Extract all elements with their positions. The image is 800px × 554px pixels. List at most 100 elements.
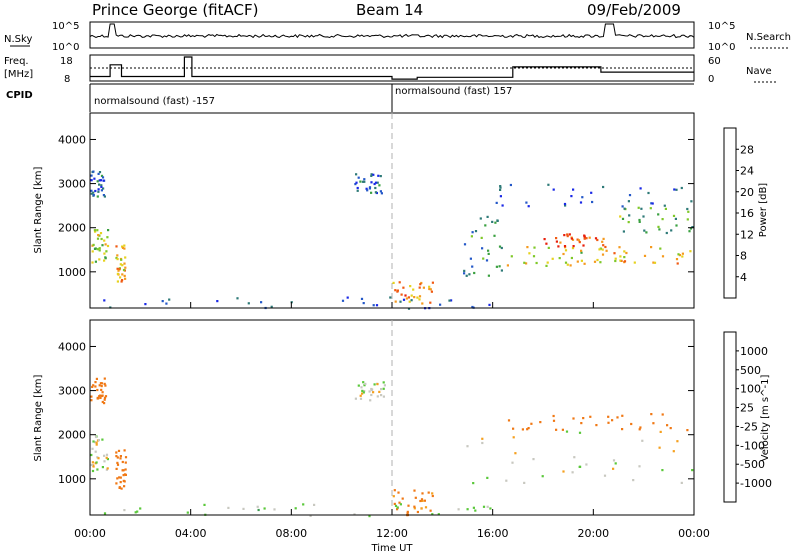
data-cell bbox=[528, 252, 531, 255]
data-cell bbox=[623, 207, 626, 210]
data-cell bbox=[545, 242, 548, 245]
data-cell bbox=[601, 253, 605, 256]
data-cell bbox=[564, 246, 567, 249]
data-cell bbox=[423, 499, 426, 502]
data-cell bbox=[370, 181, 373, 184]
data-cell bbox=[94, 230, 97, 233]
data-cell bbox=[382, 381, 385, 384]
data-cell bbox=[670, 229, 673, 232]
data-cell bbox=[380, 394, 383, 397]
data-cell bbox=[97, 172, 100, 175]
data-cell bbox=[257, 508, 260, 512]
data-cell bbox=[545, 264, 548, 267]
velocity-colorbar-label: Velocity [m s^-1] bbox=[760, 375, 771, 462]
data-cell bbox=[302, 503, 305, 506]
data-cell bbox=[392, 495, 395, 498]
data-cell bbox=[651, 202, 654, 205]
power-panel: 4000 3000 2000 1000 Slant Range [km] 28 24 20… bbox=[33, 112, 769, 310]
data-cell bbox=[363, 384, 366, 387]
data-cell bbox=[116, 280, 119, 283]
data-cell bbox=[500, 269, 503, 272]
data-cell bbox=[413, 505, 416, 508]
data-cell bbox=[637, 206, 640, 209]
data-cell bbox=[99, 396, 102, 399]
data-cell bbox=[535, 261, 538, 265]
data-cell bbox=[361, 389, 364, 392]
data-cell bbox=[594, 237, 598, 240]
data-cell bbox=[614, 259, 617, 263]
data-cell bbox=[499, 195, 502, 198]
data-cell bbox=[681, 252, 684, 255]
data-cell bbox=[373, 182, 376, 186]
data-cell bbox=[431, 513, 434, 516]
data-cell bbox=[562, 470, 565, 473]
data-cell bbox=[91, 385, 94, 388]
data-cell bbox=[686, 429, 689, 432]
data-cell bbox=[652, 261, 655, 264]
data-cell bbox=[362, 302, 365, 305]
data-cell bbox=[487, 249, 490, 252]
data-cell bbox=[555, 237, 558, 240]
data-cell bbox=[96, 229, 99, 232]
data-cell bbox=[487, 252, 490, 255]
data-cell bbox=[616, 416, 619, 419]
data-cell bbox=[572, 188, 575, 191]
data-cell bbox=[242, 507, 245, 510]
data-cell bbox=[428, 285, 431, 288]
data-cell bbox=[103, 377, 106, 380]
data-cell bbox=[650, 413, 653, 416]
data-cell bbox=[119, 455, 122, 458]
data-cell bbox=[640, 207, 643, 210]
data-cell bbox=[642, 215, 645, 218]
data-cell bbox=[123, 244, 126, 247]
data-cell bbox=[601, 248, 604, 251]
data-cell bbox=[97, 188, 100, 191]
data-cell bbox=[546, 261, 549, 264]
data-cell bbox=[427, 491, 430, 494]
data-cell bbox=[565, 430, 569, 433]
cpid-segment-1: normalsound (fast) -157 bbox=[94, 96, 215, 107]
data-cell bbox=[105, 453, 109, 456]
data-cell bbox=[368, 390, 371, 393]
data-cell bbox=[368, 515, 371, 518]
colorbar-tick-label: 4 bbox=[740, 271, 747, 284]
data-cell bbox=[551, 257, 554, 260]
data-cell bbox=[564, 249, 568, 252]
data-cell bbox=[100, 388, 103, 391]
data-cell bbox=[122, 469, 125, 472]
data-cell bbox=[396, 290, 399, 293]
data-cell bbox=[96, 388, 99, 392]
data-cell bbox=[607, 421, 610, 424]
data-cell bbox=[122, 268, 126, 272]
data-cell bbox=[607, 415, 610, 418]
data-cell bbox=[661, 218, 664, 221]
data-cell bbox=[103, 460, 106, 463]
data-cell bbox=[499, 185, 502, 188]
data-cell bbox=[116, 258, 119, 261]
data-cell bbox=[139, 507, 142, 510]
data-cell bbox=[119, 263, 122, 266]
data-cell bbox=[97, 190, 100, 193]
data-cell bbox=[589, 415, 592, 418]
data-cell bbox=[482, 257, 485, 260]
data-cell bbox=[566, 263, 569, 266]
data-cell bbox=[569, 264, 572, 267]
data-cell bbox=[101, 391, 104, 394]
data-cell bbox=[101, 176, 105, 179]
data-cell bbox=[401, 497, 404, 500]
data-cell bbox=[686, 207, 689, 211]
data-cell bbox=[525, 262, 528, 265]
data-cell bbox=[227, 506, 230, 509]
data-cell bbox=[90, 174, 93, 177]
data-cell bbox=[690, 200, 693, 203]
colorbar-tick-label: -100 bbox=[740, 439, 765, 452]
data-cell bbox=[676, 440, 679, 443]
data-cell bbox=[380, 388, 383, 391]
data-cell bbox=[361, 392, 364, 395]
data-cell bbox=[370, 191, 373, 194]
data-cell bbox=[103, 252, 106, 255]
data-cell bbox=[499, 188, 502, 191]
data-cell bbox=[466, 508, 469, 511]
data-cell bbox=[552, 419, 556, 422]
